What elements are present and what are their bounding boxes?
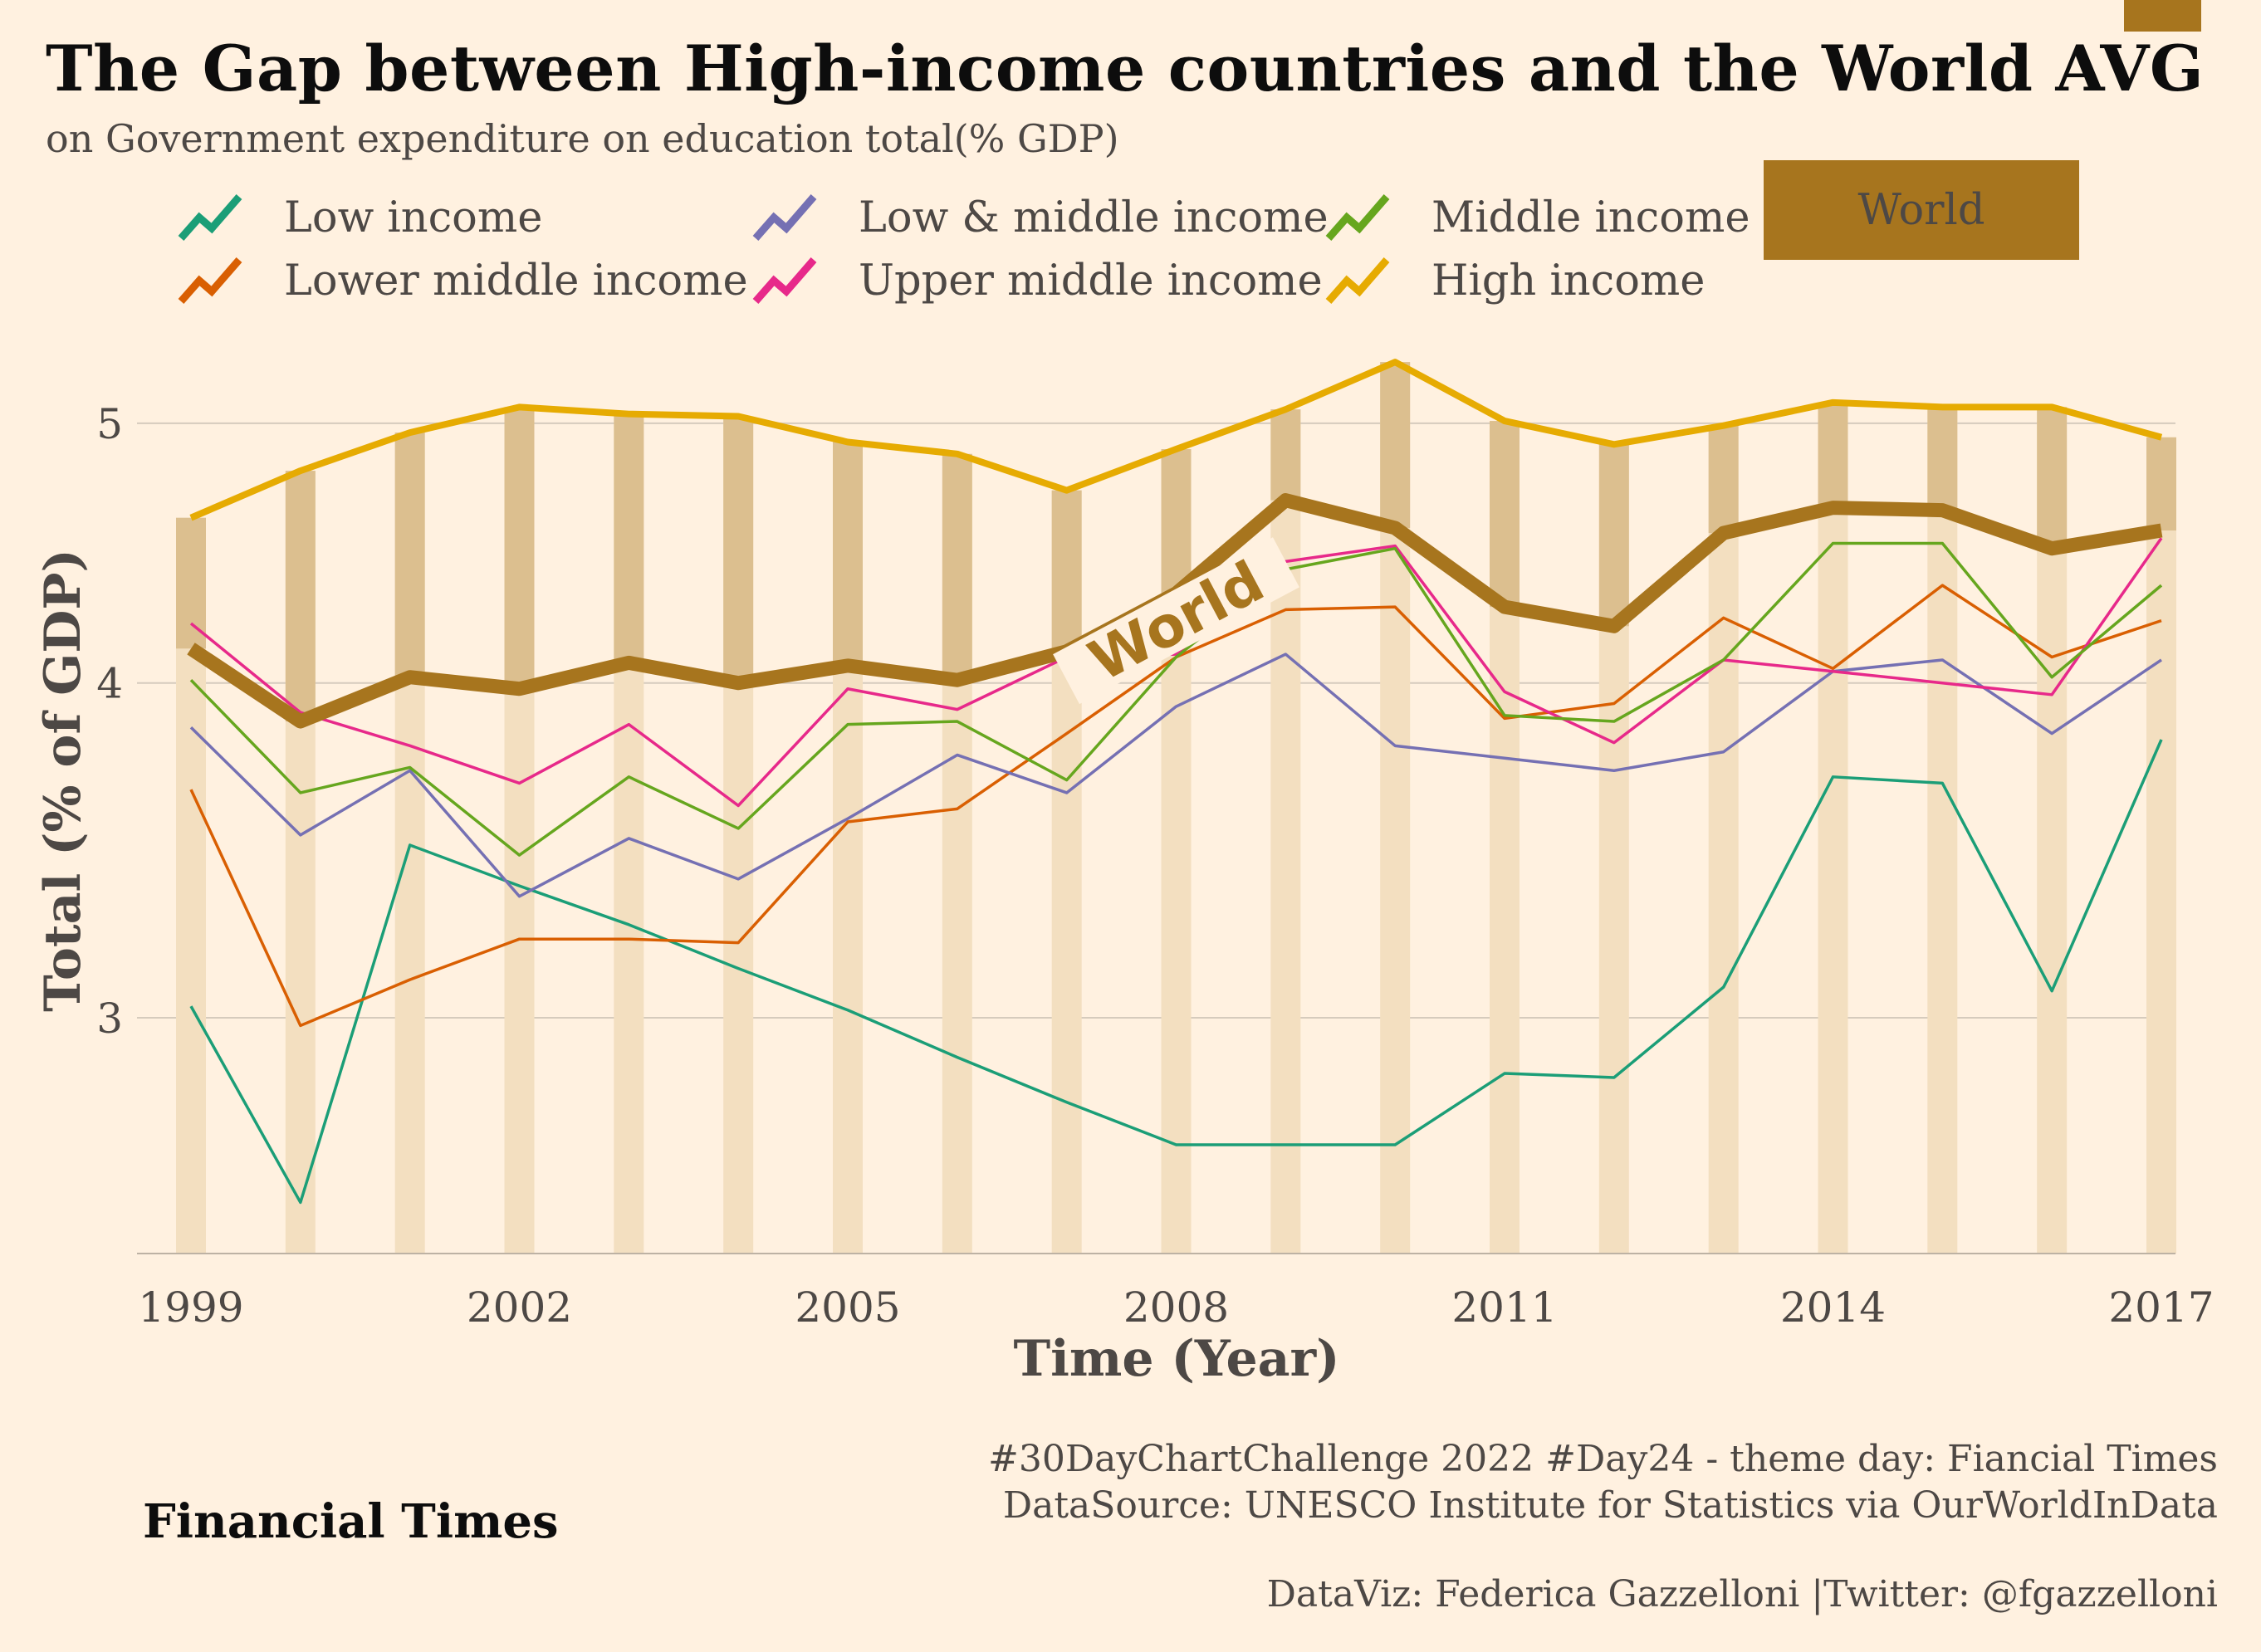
- gap-bar-2008: [1161, 449, 1192, 594]
- legend-label: Lower middle income: [284, 256, 748, 305]
- x-tick-label-1999: 1999: [138, 1283, 243, 1332]
- legend-key-icon: [178, 194, 242, 241]
- gap-bar-2005: [833, 442, 863, 666]
- legend-item-middle-income: Middle income: [1322, 188, 1750, 247]
- gap-bar-2003: [614, 413, 644, 663]
- legend-item-low-income: Low income: [174, 188, 542, 247]
- gap-bar-2006: [942, 453, 972, 681]
- x-tick-label-2002: 2002: [467, 1283, 572, 1332]
- y-tick-label-3: 3: [96, 995, 123, 1043]
- gap-bar-2001: [394, 433, 425, 677]
- x-tick-label-2014: 2014: [1780, 1283, 1886, 1332]
- series-line-high-income: [189, 359, 2163, 521]
- series-line-middle-income: [189, 541, 2163, 857]
- gap-bar-2000: [285, 471, 316, 722]
- x-tick-label-2008: 2008: [1123, 1283, 1229, 1332]
- year-bar-2017: [2146, 437, 2176, 1254]
- legend-swatch: [752, 257, 817, 304]
- y-tick-label-5: 5: [96, 400, 123, 448]
- series-line-low-income: [189, 739, 2163, 1205]
- gap-bar-2014: [1818, 402, 1848, 508]
- legend-swatch: [1325, 257, 1390, 304]
- legend-item-high-income: High income: [1322, 252, 1705, 310]
- legend-swatch: [178, 194, 242, 241]
- legend-swatch: [752, 194, 817, 241]
- gap-bar-2009: [1270, 409, 1301, 501]
- legend-key-icon: [1325, 194, 1390, 241]
- gap-bar-2007: [1051, 490, 1082, 652]
- gap-bar-2010: [1380, 362, 1411, 528]
- legend-label: Middle income: [1431, 193, 1750, 242]
- legend-item-world: World: [1764, 160, 2079, 260]
- series-line-upper-middle-income: [189, 537, 2163, 808]
- legend-key-icon: [752, 257, 817, 304]
- gap-bar-2002: [504, 407, 535, 689]
- world-annotation-bg: [1053, 537, 1299, 705]
- gap-bar-1999: [176, 517, 206, 649]
- legend-swatch: [1325, 194, 1390, 241]
- legend-label: High income: [1431, 256, 1706, 305]
- legend-label: Low & middle income: [859, 193, 1329, 242]
- legend-item-lower-middle-income: Lower middle income: [174, 252, 748, 310]
- gap-bar-2004: [723, 416, 754, 683]
- credit-line-source: DataSource: UNESCO Institute for Statist…: [1002, 1484, 2218, 1527]
- gap-bar-2011: [1490, 421, 1520, 608]
- gap-bar-2017: [2146, 437, 2176, 531]
- x-tick-label-2011: 2011: [1451, 1283, 1557, 1332]
- y-tick-label-4: 4: [96, 660, 123, 708]
- legend-key-icon: [752, 194, 817, 241]
- y-axis-title: Total (% of GDP): [34, 549, 92, 1012]
- corner-accent-box: [2124, 0, 2201, 32]
- year-bar-2015: [1927, 407, 1958, 1254]
- legend-key-icon: [1325, 257, 1390, 304]
- legend-item-low-and-middle-income: Low & middle income: [749, 188, 1329, 247]
- year-bar-2013: [1708, 425, 1739, 1254]
- legend-label: Low income: [284, 193, 543, 242]
- x-tick-label-2017: 2017: [2108, 1283, 2214, 1332]
- x-tick-label-2005: 2005: [795, 1283, 900, 1332]
- legend-key-icon: [178, 257, 242, 304]
- footer-brand: Financial Times: [143, 1494, 559, 1549]
- x-axis-title: Time (Year): [1013, 1330, 1339, 1388]
- gap-bar-2016: [2037, 407, 2068, 549]
- chart-subtitle: on Government expenditure on education t…: [46, 116, 1119, 161]
- legend-item-upper-middle-income: Upper middle income: [749, 252, 1323, 310]
- year-bar-2009: [1270, 409, 1301, 1254]
- gap-bar-2015: [1927, 407, 1958, 511]
- chart-title: The Gap between High-income countries an…: [46, 32, 2205, 105]
- legend-label: Upper middle income: [859, 256, 1323, 305]
- credit-line-author: DataViz: Federica Gazzelloni |Twitter: @…: [1266, 1573, 2218, 1615]
- year-bar-2014: [1818, 402, 1848, 1254]
- gap-bar-2012: [1598, 444, 1629, 627]
- credit-line-challenge: #30DayChartChallenge 2022 #Day24 - theme…: [988, 1438, 2218, 1480]
- gap-bar-2013: [1708, 425, 1739, 534]
- legend-swatch: [178, 257, 242, 304]
